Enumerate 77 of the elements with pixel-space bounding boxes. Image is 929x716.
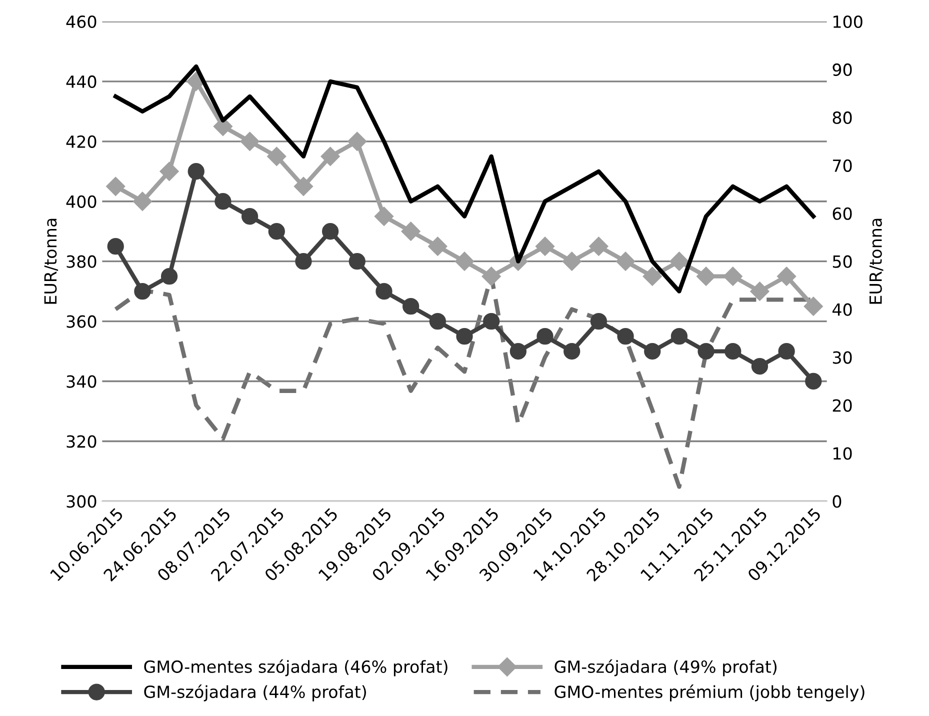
point (482, 266, 501, 286)
y2-tick-label: 60 (832, 207, 852, 220)
point (670, 252, 689, 271)
y2-tick-label: 80 (832, 111, 852, 124)
point (429, 312, 446, 330)
point (267, 146, 286, 166)
point (294, 176, 314, 196)
point (240, 132, 260, 151)
point (134, 282, 151, 300)
point (724, 342, 742, 360)
legend-label: GMO-mentes prémium (jobb tengely) (554, 684, 864, 702)
point (644, 342, 661, 360)
point (188, 163, 204, 180)
point (107, 238, 124, 255)
y-tick-label: 460 (66, 15, 96, 28)
y2-tick-label: 30 (832, 351, 852, 364)
y2-tick-label: 90 (832, 63, 852, 76)
point (564, 342, 580, 360)
y2-tick-label: 40 (832, 303, 852, 316)
legend-label: GM-szójadara (49% profat) (554, 659, 777, 676)
point (401, 222, 420, 241)
y-axis-title: EUR/tonna (44, 218, 58, 304)
point (483, 312, 500, 330)
point (589, 236, 608, 256)
y2-tick-label: 0 (832, 495, 842, 508)
point (160, 162, 179, 181)
point (642, 266, 662, 286)
point (535, 236, 555, 256)
point (778, 342, 795, 360)
y2-tick-label: 20 (832, 399, 852, 412)
point (536, 328, 554, 345)
y2-tick-label: 70 (833, 159, 852, 172)
legend-label: GM-szójadara (44% profat) (144, 684, 366, 702)
point (374, 206, 394, 226)
point (402, 298, 420, 315)
point (562, 252, 582, 271)
y2-tick-label: 10 (834, 447, 852, 460)
point (777, 266, 796, 286)
y-tick-label: 400 (66, 195, 96, 208)
point (322, 223, 339, 240)
point (617, 328, 634, 345)
point (670, 328, 688, 345)
y2-axis-title: EUR/tonna (870, 218, 884, 304)
y2-tick-label: 50 (832, 255, 852, 268)
point (348, 132, 367, 151)
point (590, 312, 608, 330)
point (616, 252, 636, 271)
point (696, 266, 716, 286)
point (428, 236, 448, 256)
y-tick-label: 380 (66, 255, 96, 268)
point (295, 253, 312, 270)
point (376, 282, 392, 300)
point (160, 268, 178, 285)
point (348, 253, 366, 270)
legend-label: GMO-mentes szójadara (46% profat) (144, 659, 448, 676)
y-tick-label: 420 (66, 135, 96, 148)
point (723, 266, 742, 286)
point (805, 372, 822, 390)
point (456, 328, 473, 345)
point (751, 358, 768, 375)
point (750, 282, 770, 301)
y-tick-label: 320 (66, 435, 96, 448)
point (698, 342, 714, 360)
point (454, 252, 474, 271)
point (510, 342, 527, 360)
point (241, 208, 258, 225)
y-tick-label: 340 (66, 375, 96, 388)
y-tick-label: 440 (66, 75, 96, 88)
point (320, 146, 340, 166)
point (804, 296, 823, 316)
point (132, 192, 152, 211)
point (214, 193, 232, 210)
point (106, 176, 126, 196)
point (268, 223, 285, 240)
y-tick-label: 360 (66, 315, 96, 328)
y2-tick-label: 100 (834, 15, 862, 28)
y-tick-label: 300 (66, 495, 96, 508)
